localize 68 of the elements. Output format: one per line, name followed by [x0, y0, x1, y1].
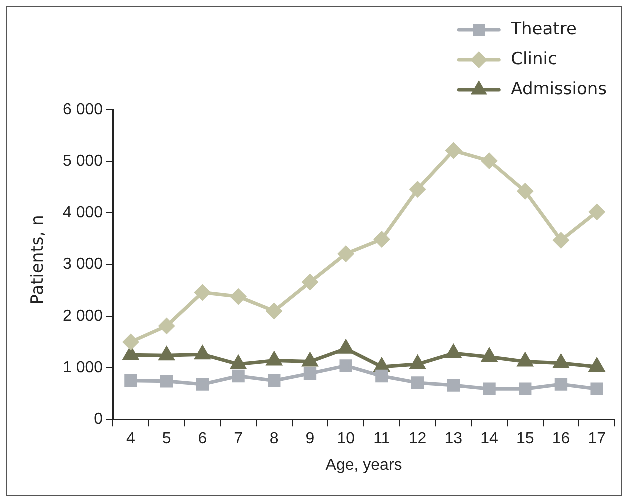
x-tick-label: 14: [480, 430, 499, 448]
point: [124, 374, 138, 388]
legend-label: Clinic: [511, 49, 558, 70]
point: [338, 340, 354, 354]
point: [232, 370, 245, 383]
point: [196, 378, 210, 391]
y-tick-label: 2 000: [62, 308, 104, 325]
x-tick-label: 13: [444, 430, 463, 448]
point: [374, 232, 390, 248]
x-tick-label: 7: [234, 430, 244, 448]
point: [302, 274, 318, 290]
point: [194, 284, 210, 300]
x-axis-title: Age, years: [326, 456, 402, 474]
y-tick-label: 1 000: [62, 359, 104, 376]
point: [302, 354, 318, 367]
point: [159, 318, 175, 334]
point: [160, 375, 174, 388]
point: [410, 182, 426, 198]
legend-label: Admissions: [511, 79, 608, 100]
point: [590, 382, 604, 396]
point: [447, 379, 460, 392]
y-tick-label: 5 000: [62, 153, 104, 170]
y-tick-label: 0: [94, 411, 104, 428]
point: [231, 356, 246, 370]
point: [590, 358, 604, 372]
x-tick-label: 10: [337, 430, 356, 448]
x-tick-label: 17: [588, 430, 606, 448]
point: [589, 204, 605, 220]
point: [411, 376, 424, 390]
point: [482, 348, 497, 362]
point: [519, 382, 532, 396]
point: [266, 303, 282, 319]
x-tick-label: 15: [516, 430, 534, 448]
point: [446, 143, 462, 159]
point: [374, 358, 390, 372]
point: [230, 289, 246, 305]
x-tick-label: 6: [198, 430, 208, 448]
point: [410, 356, 426, 370]
x-tick-label: 16: [552, 430, 570, 448]
point: [338, 246, 354, 262]
point: [304, 367, 317, 380]
y-tick-label: 6 000: [62, 101, 104, 118]
point: [554, 355, 569, 368]
point: [376, 370, 388, 383]
point: [518, 354, 533, 367]
point: [446, 345, 462, 359]
point: [518, 184, 534, 200]
x-tick-label: 4: [126, 430, 136, 448]
y-axis-title: Patients, n: [28, 215, 48, 305]
y-tick-label: 4 000: [62, 204, 104, 222]
point: [159, 347, 174, 361]
x-tick-label: 5: [162, 430, 172, 448]
point: [340, 360, 352, 372]
point: [267, 352, 282, 366]
point: [195, 346, 210, 360]
point: [483, 382, 496, 396]
point: [123, 334, 139, 350]
point: [553, 232, 569, 248]
x-tick-label: 9: [306, 430, 315, 448]
point: [268, 374, 281, 388]
legend-label: Theatre: [510, 19, 577, 40]
x-tick-label: 12: [408, 430, 427, 448]
point: [554, 378, 568, 391]
x-tick-label: 11: [374, 430, 390, 448]
point: [124, 346, 138, 360]
x-tick-label: 8: [270, 430, 279, 448]
y-tick-label: 3 000: [62, 256, 104, 274]
point: [482, 153, 498, 169]
